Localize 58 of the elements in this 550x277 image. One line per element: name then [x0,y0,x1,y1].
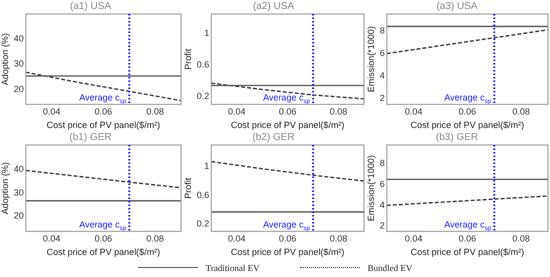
y-tick-label: 0.2 [196,91,210,102]
x-tick-label: 0.04 [404,233,422,244]
x-tick-label: 0.06 [94,233,112,244]
y-tick-label: 6 [380,48,385,58]
x-axis-title: Cost price of PV panel($/m²) [410,247,524,258]
x-axis-title: Cost price of PV panel($/m²) [230,120,344,130]
y-axis-title: Adoption (%) [0,33,10,86]
x-tick-label: 0.08 [146,106,164,116]
y-tick-label: 30 [14,58,24,69]
y-tick-label: 0.6 [196,190,210,200]
chart-title: (b2) GER [252,132,295,143]
x-tick-label: 0.06 [458,106,476,116]
x-tick-label: 0.08 [330,106,348,116]
x-tick-label: 0.06 [458,233,476,244]
y-tick-label: 8 [380,158,385,168]
y-tick-label: 1 [204,28,210,38]
x-tick-label: 0.08 [146,233,164,244]
y-axis-title: Adoption (%) [0,162,10,214]
y-tick-label: 1 [204,161,210,172]
x-tick-label: 0.06 [278,106,296,116]
chart-title: (a3) USA [436,0,478,12]
x-tick-label: 0.08 [330,233,348,244]
x-axis-title: Cost price of PV panel($/m²) [46,120,160,130]
y-tick-label: 2 [380,220,385,231]
x-tick-label: 0.04 [404,106,422,116]
x-axis-title: Cost price of PV panel($/m²) [46,247,160,258]
y-axis-title: Emission(*1000) [366,155,376,222]
y-tick-label: 4 [380,200,385,210]
text: Traditional EV [206,262,260,272]
y-tick-label: 8 [380,25,385,36]
y-tick-label: 2 [380,93,385,104]
chart-title: (b1) GER [69,132,112,143]
x-tick-label: 0.08 [512,106,530,116]
y-tick-label: 0.2 [196,218,210,229]
x-tick-label: 0.08 [512,233,530,244]
x-tick-label: 0.06 [94,106,112,116]
x-tick-label: 0.06 [278,233,296,244]
y-tick-label: 0.6 [196,60,210,70]
x-tick-label: 0.04 [42,106,60,116]
chart-title: (b3) GER [436,132,478,143]
y-tick-label: 4 [380,70,385,81]
y-axis-title: Emission(*1000) [366,26,376,92]
y-axis-title: Profit [182,48,193,70]
y-tick-label: 30 [14,187,24,198]
y-tick-label: 40 [14,34,24,44]
y-tick-label: 20 [14,84,24,94]
x-tick-label: 0.04 [228,233,246,244]
text: Bundled EV [368,262,412,272]
y-tick-label: 20 [14,210,24,221]
x-axis-title: Cost price of PV panel($/m²) [410,120,524,130]
chart-title: (a1) USA [70,0,112,12]
chart-title: (a2) USA [252,0,294,12]
x-tick-label: 0.04 [228,106,246,116]
y-tick-label: 6 [380,179,385,190]
y-axis-title: Profit [182,177,193,199]
x-tick-label: 0.04 [42,233,60,244]
y-tick-label: 40 [14,164,24,174]
x-axis-title: Cost price of PV panel($/m²) [230,247,344,258]
